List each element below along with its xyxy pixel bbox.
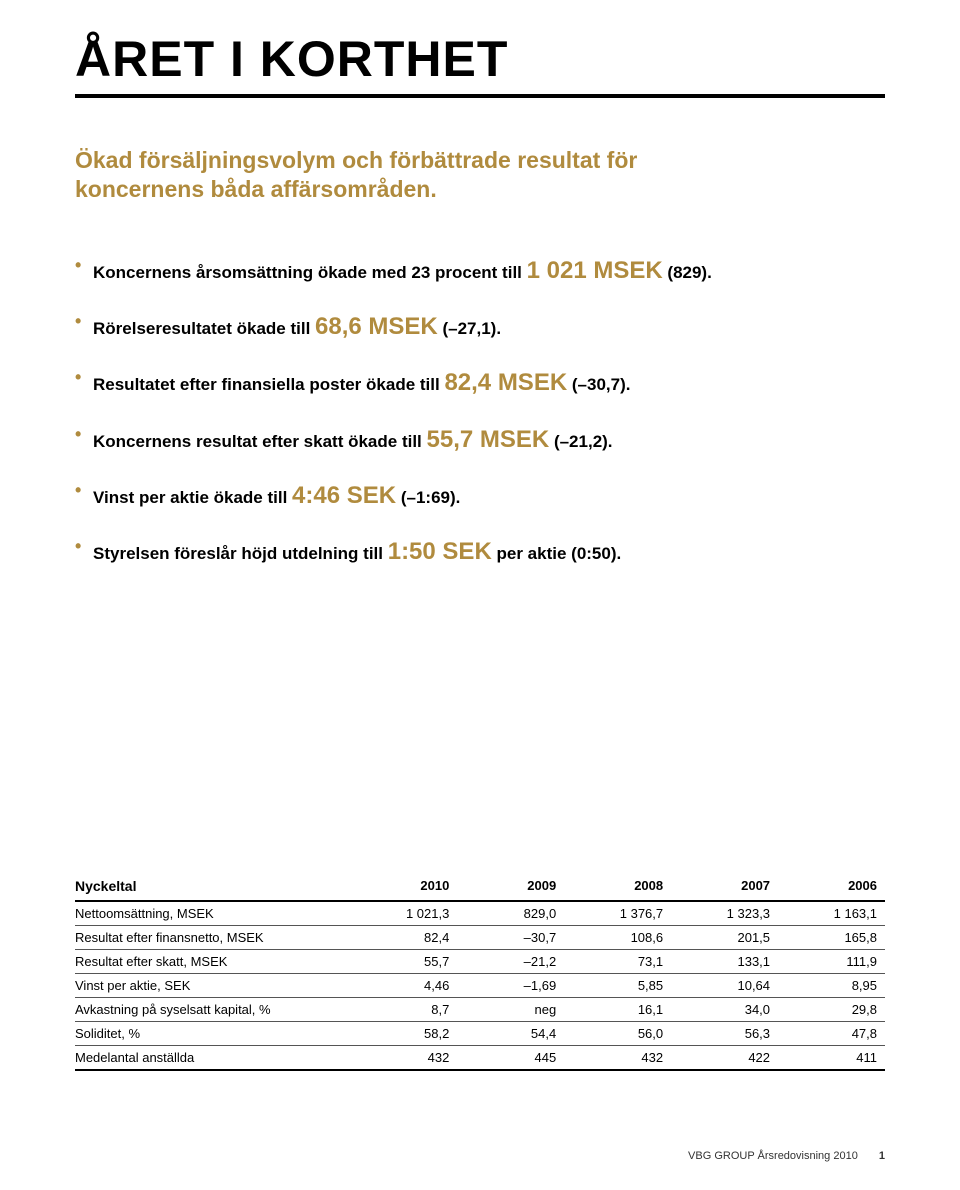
bullet-highlight: 55,7 MSEK: [427, 426, 550, 453]
bullet-highlight: 1 021 MSEK: [527, 257, 663, 284]
table-cell: 111,9: [778, 949, 885, 973]
table-row: Nettoomsättning, MSEK1 021,3829,01 376,7…: [75, 901, 885, 926]
bullet-post: (–1:69).: [396, 488, 460, 507]
table-row-label: Avkastning på syselsatt kapital, %: [75, 997, 350, 1021]
table-row: Medelantal anställda432445432422411: [75, 1045, 885, 1070]
bullet-post: (–21,2).: [549, 432, 612, 451]
table-cell: –30,7: [457, 925, 564, 949]
bullet-item: Rörelseresultatet ökade till 68,6 MSEK (…: [75, 308, 885, 346]
bullet-list: Koncernens årsomsättning ökade med 23 pr…: [75, 252, 885, 572]
bullet-item: Koncernens årsomsättning ökade med 23 pr…: [75, 252, 885, 290]
table-header-year: 2008: [564, 872, 671, 901]
bullet-post: (829).: [663, 263, 712, 282]
table-cell: neg: [457, 997, 564, 1021]
table-cell: 108,6: [564, 925, 671, 949]
footer-text: VBG GROUP Årsredovisning 2010: [688, 1150, 858, 1162]
table-cell: 1 163,1: [778, 901, 885, 926]
table-cell: 5,85: [564, 973, 671, 997]
table-cell: 829,0: [457, 901, 564, 926]
footer-page-number: 1: [879, 1150, 885, 1162]
bullet-item: Koncernens resultat efter skatt ökade ti…: [75, 421, 885, 459]
table-cell: 56,3: [671, 1021, 778, 1045]
table-header-year: 2009: [457, 872, 564, 901]
key-figures-table: Nyckeltal20102009200820072006 Nettoomsät…: [75, 872, 885, 1071]
bullet-post: (–30,7).: [567, 375, 630, 394]
bullet-post: per aktie (0:50).: [492, 544, 621, 563]
table-row-label: Soliditet, %: [75, 1021, 350, 1045]
table-row: Resultat efter finansnetto, MSEK82,4–30,…: [75, 925, 885, 949]
table-cell: 432: [350, 1045, 457, 1070]
table-cell: –1,69: [457, 973, 564, 997]
bullet-pre: Resultatet efter finansiella poster ökad…: [93, 375, 444, 394]
title-rule: [75, 94, 885, 98]
table-row-label: Nettoomsättning, MSEK: [75, 901, 350, 926]
bullet-highlight: 4:46 SEK: [292, 482, 396, 509]
table-cell: 165,8: [778, 925, 885, 949]
table-row-label: Resultat efter skatt, MSEK: [75, 949, 350, 973]
table-cell: 201,5: [671, 925, 778, 949]
bullet-pre: Styrelsen föreslår höjd utdelning till: [93, 544, 388, 563]
table-cell: 422: [671, 1045, 778, 1070]
table-row-label: Medelantal anställda: [75, 1045, 350, 1070]
bullet-pre: Vinst per aktie ökade till: [93, 488, 292, 507]
table-header-year: 2010: [350, 872, 457, 901]
table-cell: 445: [457, 1045, 564, 1070]
table-cell: 1 021,3: [350, 901, 457, 926]
bullet-highlight: 82,4 MSEK: [444, 369, 567, 396]
table-cell: 8,95: [778, 973, 885, 997]
bullet-pre: Koncernens resultat efter skatt ökade ti…: [93, 432, 427, 451]
bullet-highlight: 68,6 MSEK: [315, 313, 438, 340]
table-cell: –21,2: [457, 949, 564, 973]
key-figures-table-wrap: Nyckeltal20102009200820072006 Nettoomsät…: [75, 872, 885, 1071]
bullet-item: Styrelsen föreslår höjd utdelning till 1…: [75, 533, 885, 571]
table-header-year: 2006: [778, 872, 885, 901]
table-cell: 58,2: [350, 1021, 457, 1045]
bullet-highlight: 1:50 SEK: [388, 538, 492, 565]
table-cell: 34,0: [671, 997, 778, 1021]
page-title: ÅRET I KORTHET: [75, 30, 885, 88]
table-cell: 54,4: [457, 1021, 564, 1045]
table-row-label: Vinst per aktie, SEK: [75, 973, 350, 997]
table-cell: 16,1: [564, 997, 671, 1021]
table-cell: 82,4: [350, 925, 457, 949]
table-header-label: Nyckeltal: [75, 872, 350, 901]
bullet-pre: Rörelseresultatet ökade till: [93, 319, 315, 338]
table-cell: 73,1: [564, 949, 671, 973]
table-cell: 8,7: [350, 997, 457, 1021]
bullet-post: (–27,1).: [438, 319, 501, 338]
table-cell: 133,1: [671, 949, 778, 973]
table-cell: 47,8: [778, 1021, 885, 1045]
table-cell: 55,7: [350, 949, 457, 973]
table-cell: 432: [564, 1045, 671, 1070]
table-cell: 4,46: [350, 973, 457, 997]
table-row: Vinst per aktie, SEK4,46–1,695,8510,648,…: [75, 973, 885, 997]
table-row: Resultat efter skatt, MSEK55,7–21,273,11…: [75, 949, 885, 973]
table-row-label: Resultat efter finansnetto, MSEK: [75, 925, 350, 949]
intro-text: Ökad försäljningsvolym och förbättrade r…: [75, 146, 695, 204]
table-cell: 1 323,3: [671, 901, 778, 926]
table-cell: 10,64: [671, 973, 778, 997]
bullet-item: Vinst per aktie ökade till 4:46 SEK (–1:…: [75, 477, 885, 515]
table-cell: 29,8: [778, 997, 885, 1021]
table-row: Avkastning på syselsatt kapital, %8,7neg…: [75, 997, 885, 1021]
table-header-year: 2007: [671, 872, 778, 901]
table-cell: 411: [778, 1045, 885, 1070]
table-row: Soliditet, %58,254,456,056,347,8: [75, 1021, 885, 1045]
bullet-item: Resultatet efter finansiella poster ökad…: [75, 364, 885, 402]
bullet-pre: Koncernens årsomsättning ökade med 23 pr…: [93, 263, 527, 282]
table-cell: 56,0: [564, 1021, 671, 1045]
table-cell: 1 376,7: [564, 901, 671, 926]
page-footer: VBG GROUP Årsredovisning 2010 1: [688, 1150, 885, 1162]
